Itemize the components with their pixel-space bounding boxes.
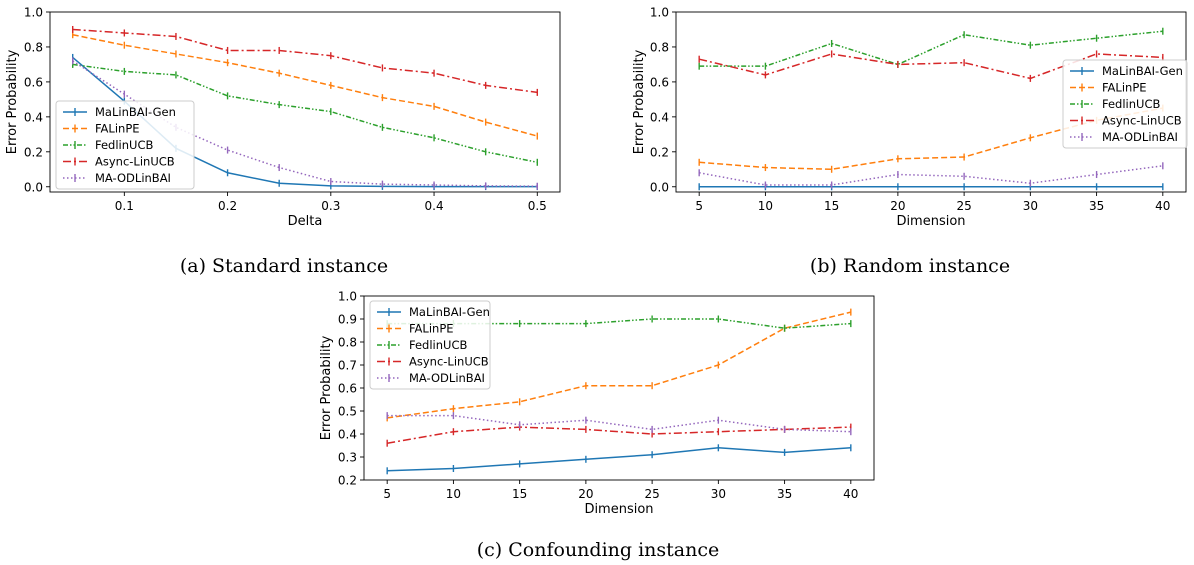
y-tick-label: 0.0 [650,180,669,194]
figure-caption: (a) Standard instance [180,255,388,277]
x-tick-label: 0.3 [321,199,340,213]
legend-label-ma-odlinbai: MA-ODLinBAI [1102,130,1178,144]
x-axis-label: Delta [288,214,323,229]
figure-caption: (b) Random instance [810,255,1010,277]
series-line-async-linucb [387,426,851,444]
series-line-falinpe [72,33,538,137]
y-axis-label: Error Probability [5,49,20,154]
y-tick-label: 0.4 [24,110,43,124]
y-tick-label: 0.6 [650,75,669,89]
legend: MaLinBAI-Gen FALinPE FedlinUCB Async-LinUCB… [55,100,195,190]
x-tick-label: 15 [824,199,839,213]
y-tick-label: 1.0 [650,6,669,20]
legend-label-falinpe: FALinPE [95,122,140,136]
x-tick-label: 30 [711,487,726,501]
series-malinbai-gen [386,444,852,475]
x-tick-label: 5 [695,199,703,213]
y-tick-label: 0.2 [338,474,357,488]
series-async-linucb [72,25,538,96]
legend-label-ma-odlinbai: MA-ODLinBAI [409,371,485,385]
legend-label-async-linucb: Async-LinUCB [409,355,489,369]
legend-label-async-linucb: Async-LinUCB [95,155,175,169]
x-tick-label: 0.4 [425,199,444,213]
series-ma-odlinbai [698,162,1164,189]
x-axis-label: Dimension [584,502,653,517]
legend-label-async-linucb: Async-LinUCB [1102,114,1182,128]
x-tick-label: 0.5 [528,199,547,213]
x-tick-label: 0.2 [218,199,237,213]
series-falinpe [72,31,538,140]
series-ma-odlinbai [386,412,852,436]
series-async-linucb [698,50,1164,82]
x-tick-label: 5 [383,487,391,501]
legend-label-fedlinucb: FedlinUCB [95,138,153,152]
y-tick-label: 0.5 [338,405,357,419]
x-tick-label: 15 [512,487,527,501]
y-tick-label: 0.8 [338,336,357,350]
y-tick-label: 0.4 [338,428,357,442]
y-tick-label: 1.0 [24,6,43,20]
legend-label-malinbai-gen: MaLinBAI-Gen [95,105,176,119]
x-tick-label: 30 [1023,199,1038,213]
legend-label-falinpe: FALinPE [409,322,454,336]
legend-label-fedlinucb: FedlinUCB [409,338,467,352]
x-tick-label: 35 [1089,199,1104,213]
legend-label-falinpe: FALinPE [1102,81,1147,95]
series-line-falinpe [387,311,851,419]
x-tick-label: 0.1 [115,199,134,213]
x-tick-label: 35 [777,487,792,501]
legend-label-malinbai-gen: MaLinBAI-Gen [409,305,490,319]
series-line-ma-odlinbai [387,414,851,433]
x-tick-label: 25 [644,487,659,501]
x-tick-label: 25 [956,199,971,213]
x-tick-label: 20 [578,487,593,501]
y-tick-label: 0.8 [24,40,43,54]
series-malinbai-gen [698,183,1164,191]
y-tick-label: 0.6 [338,382,357,396]
chart-panel-3: 5 10 15 20 25 30 35 40 0.2 0.3 0.4 0.5 0.6 0.7 0.8 0.9 1… [319,290,875,561]
legend-label-fedlinucb: FedlinUCB [1102,97,1160,111]
x-tick-label: 20 [890,199,905,213]
chart-panel-1: 0.1 0.2 0.3 0.4 0.5 0.0 0.2 0.4 0.6 0.8 1.0 Delta Er… [5,6,561,277]
y-tick-label: 0.8 [650,40,669,54]
y-tick-label: 0.2 [24,145,43,159]
y-tick-label: 0.9 [338,313,357,327]
series-async-linucb [386,423,852,447]
y-tick-label: 0.7 [338,359,357,373]
legend-box [369,300,491,390]
y-tick-label: 0.4 [650,110,669,124]
legend-box [55,100,195,190]
y-tick-label: 1.0 [338,290,357,304]
y-tick-label: 0.6 [24,75,43,89]
y-tick-label: 0.3 [338,451,357,465]
chart-panel-2: 5 10 15 20 25 30 35 40 0.0 0.2 0.4 0.6 0.8 1.0 Dimensi… [632,6,1188,277]
series-line-malinbai-gen [387,447,851,472]
y-tick-label: 0.0 [24,180,43,194]
y-axis-label: Error Probability [319,335,334,440]
legend: MaLinBAI-Gen FALinPE FedlinUCB Async-LinUCB… [1062,59,1188,149]
figure-caption: (c) Confounding instance [477,539,720,561]
legend-label-ma-odlinbai: MA-ODLinBAI [95,171,171,185]
x-tick-label: 10 [758,199,773,213]
series-line-fedlinucb [699,30,1163,67]
plot-frame [49,11,561,193]
y-axis-label: Error Probability [632,49,647,154]
series-line-fedlinucb [72,63,538,164]
x-tick-label: 40 [1155,199,1170,213]
y-tick-label: 0.2 [650,145,669,159]
x-tick-label: 40 [843,487,858,501]
series-line-ma-odlinbai [699,165,1163,186]
legend: MaLinBAI-Gen FALinPE FedlinUCB Async-LinUCB… [369,300,491,390]
x-axis-label: Dimension [896,214,965,229]
series-line-async-linucb [72,28,538,94]
legend-label-malinbai-gen: MaLinBAI-Gen [1102,64,1183,78]
x-tick-label: 10 [446,487,461,501]
legend-box [1062,59,1188,149]
series-fedlinucb [72,60,538,166]
